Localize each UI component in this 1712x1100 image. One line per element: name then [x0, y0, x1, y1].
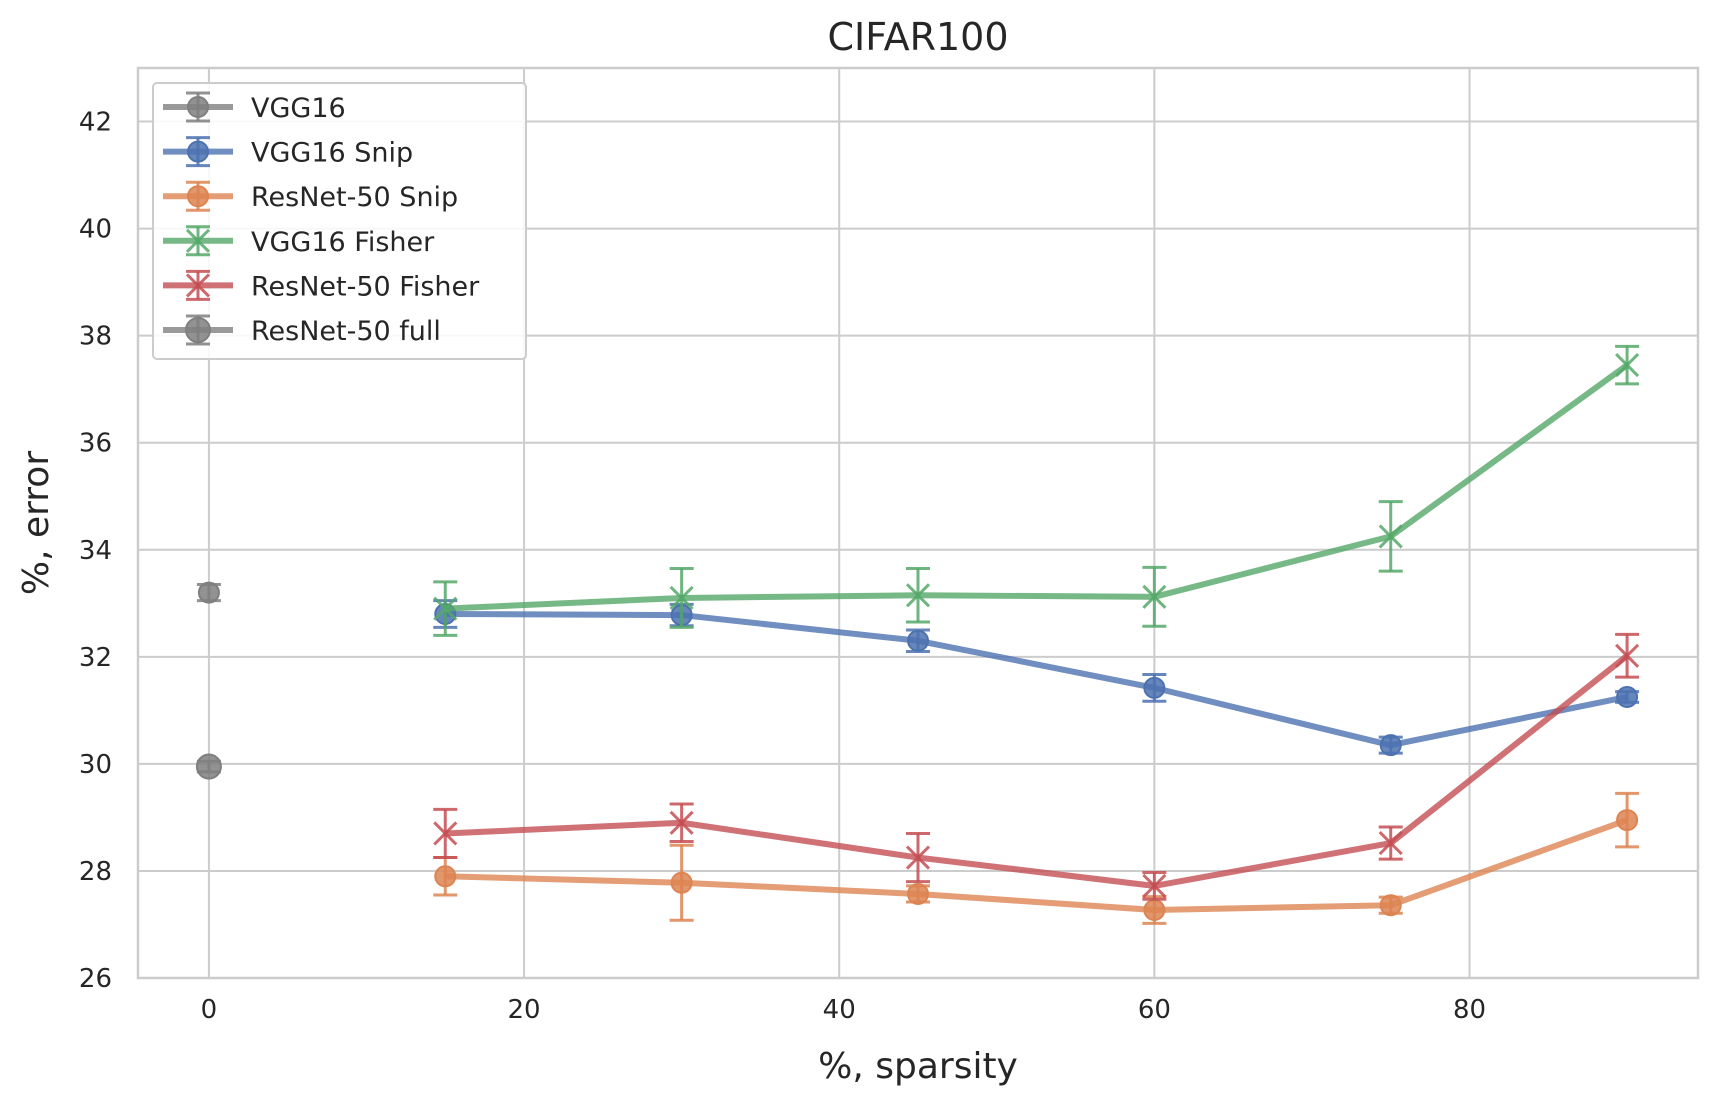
vgg16-fisher-point	[433, 596, 458, 621]
legend-label: ResNet-50 Fisher	[251, 271, 480, 302]
legend-item-vgg16-snip: VGG16 Snip	[163, 136, 413, 169]
vgg16-snip-line	[445, 611, 1628, 749]
x-tick-label: 40	[823, 995, 856, 1025]
legend-item-resnet-50-full: ResNet-50 full	[163, 314, 441, 347]
y-tick-label: 26	[79, 964, 112, 994]
legend-marker	[185, 228, 211, 253]
legend-item-resnet-50-fisher: ResNet-50 Fisher	[163, 269, 480, 302]
vgg16-snip-point	[1616, 685, 1639, 708]
vgg16-snip-point	[1143, 676, 1166, 699]
resnet-50-fisher-point	[1142, 873, 1167, 898]
resnet-50-full-point	[195, 753, 222, 780]
series-vgg16-fisher	[433, 344, 1640, 637]
y-tick-label: 30	[79, 750, 112, 780]
legend-marker	[187, 140, 209, 163]
legend-label: VGG16	[251, 93, 346, 124]
resnet-50-snip-point	[434, 865, 457, 888]
x-tick-label: 80	[1453, 995, 1486, 1025]
resnet-50-fisher-point	[433, 821, 458, 846]
legend-label: VGG16 Snip	[251, 138, 413, 169]
series	[195, 344, 1640, 925]
resnet-50-fisher-point	[669, 810, 694, 835]
vgg16-fisher-point	[1142, 584, 1167, 609]
resnet-50-snip-line	[445, 817, 1629, 914]
y-axis-label: %, error	[16, 451, 57, 595]
legend-item-resnet-50-snip: ResNet-50 Snip	[163, 180, 458, 213]
x-tick-label: 0	[201, 995, 218, 1025]
legend-marker	[187, 185, 209, 208]
y-tick-label: 32	[79, 643, 112, 673]
y-tick-label: 40	[79, 215, 112, 245]
legend: VGG16 VGG16 Snip ResNet-50 Snip VGG16 Fishe…	[152, 82, 527, 360]
vgg16-fisher-point	[1378, 524, 1403, 549]
grid	[138, 68, 1698, 979]
legend-marker	[185, 317, 211, 343]
series-resnet-50-full	[195, 753, 222, 780]
resnet-50-fisher-point	[905, 845, 931, 870]
plot-frame	[136, 66, 1700, 980]
legend-box	[152, 82, 527, 360]
series-vgg16	[196, 581, 221, 604]
vgg16-fisher-point	[1615, 353, 1640, 378]
resnet-50-fisher-line	[445, 653, 1629, 889]
legend-label: VGG16 Fisher	[251, 227, 435, 258]
legend-item-vgg16-fisher: VGG16 Fisher	[163, 225, 435, 258]
legend-item-vgg16: VGG16	[163, 91, 346, 124]
y-tick-label: 42	[79, 108, 112, 138]
tick-labels: 0 20 40 60 80 26 28 30 32 34 36 38 40 42	[79, 108, 1486, 1025]
x-tick-label: 20	[508, 995, 541, 1025]
resnet-50-snip-point	[907, 882, 929, 905]
y-tick-label: 28	[79, 857, 112, 887]
series-resnet-50-snip	[433, 791, 1640, 925]
vgg16-snip-point	[907, 629, 929, 652]
x-tick-label: 60	[1138, 995, 1171, 1025]
legend-label: ResNet-50 full	[251, 316, 441, 347]
resnet-50-snip-point	[1379, 894, 1402, 917]
legend-label: ResNet-50 Snip	[251, 182, 458, 213]
y-tick-label: 34	[79, 536, 112, 566]
y-tick-label: 36	[79, 429, 112, 459]
series-resnet-50-fisher	[433, 632, 1640, 901]
legend-marker	[187, 96, 209, 118]
chart-title: CIFAR100	[827, 15, 1008, 59]
vgg16-point	[197, 581, 220, 604]
resnet-50-snip-point	[670, 871, 693, 894]
resnet-50-fisher-point	[1378, 831, 1403, 856]
vgg16-fisher-line	[445, 362, 1629, 612]
resnet-50-fisher-point	[1615, 643, 1640, 668]
y-tick-label: 38	[79, 322, 112, 352]
vgg16-snip-point	[1379, 734, 1402, 757]
x-axis-label: %, sparsity	[818, 1046, 1018, 1087]
legend-marker	[185, 273, 211, 298]
resnet-50-snip-point	[1616, 809, 1639, 832]
vgg16-fisher-point	[905, 583, 931, 608]
vgg16-fisher-point	[669, 585, 694, 611]
resnet-50-snip-point	[1143, 899, 1166, 922]
